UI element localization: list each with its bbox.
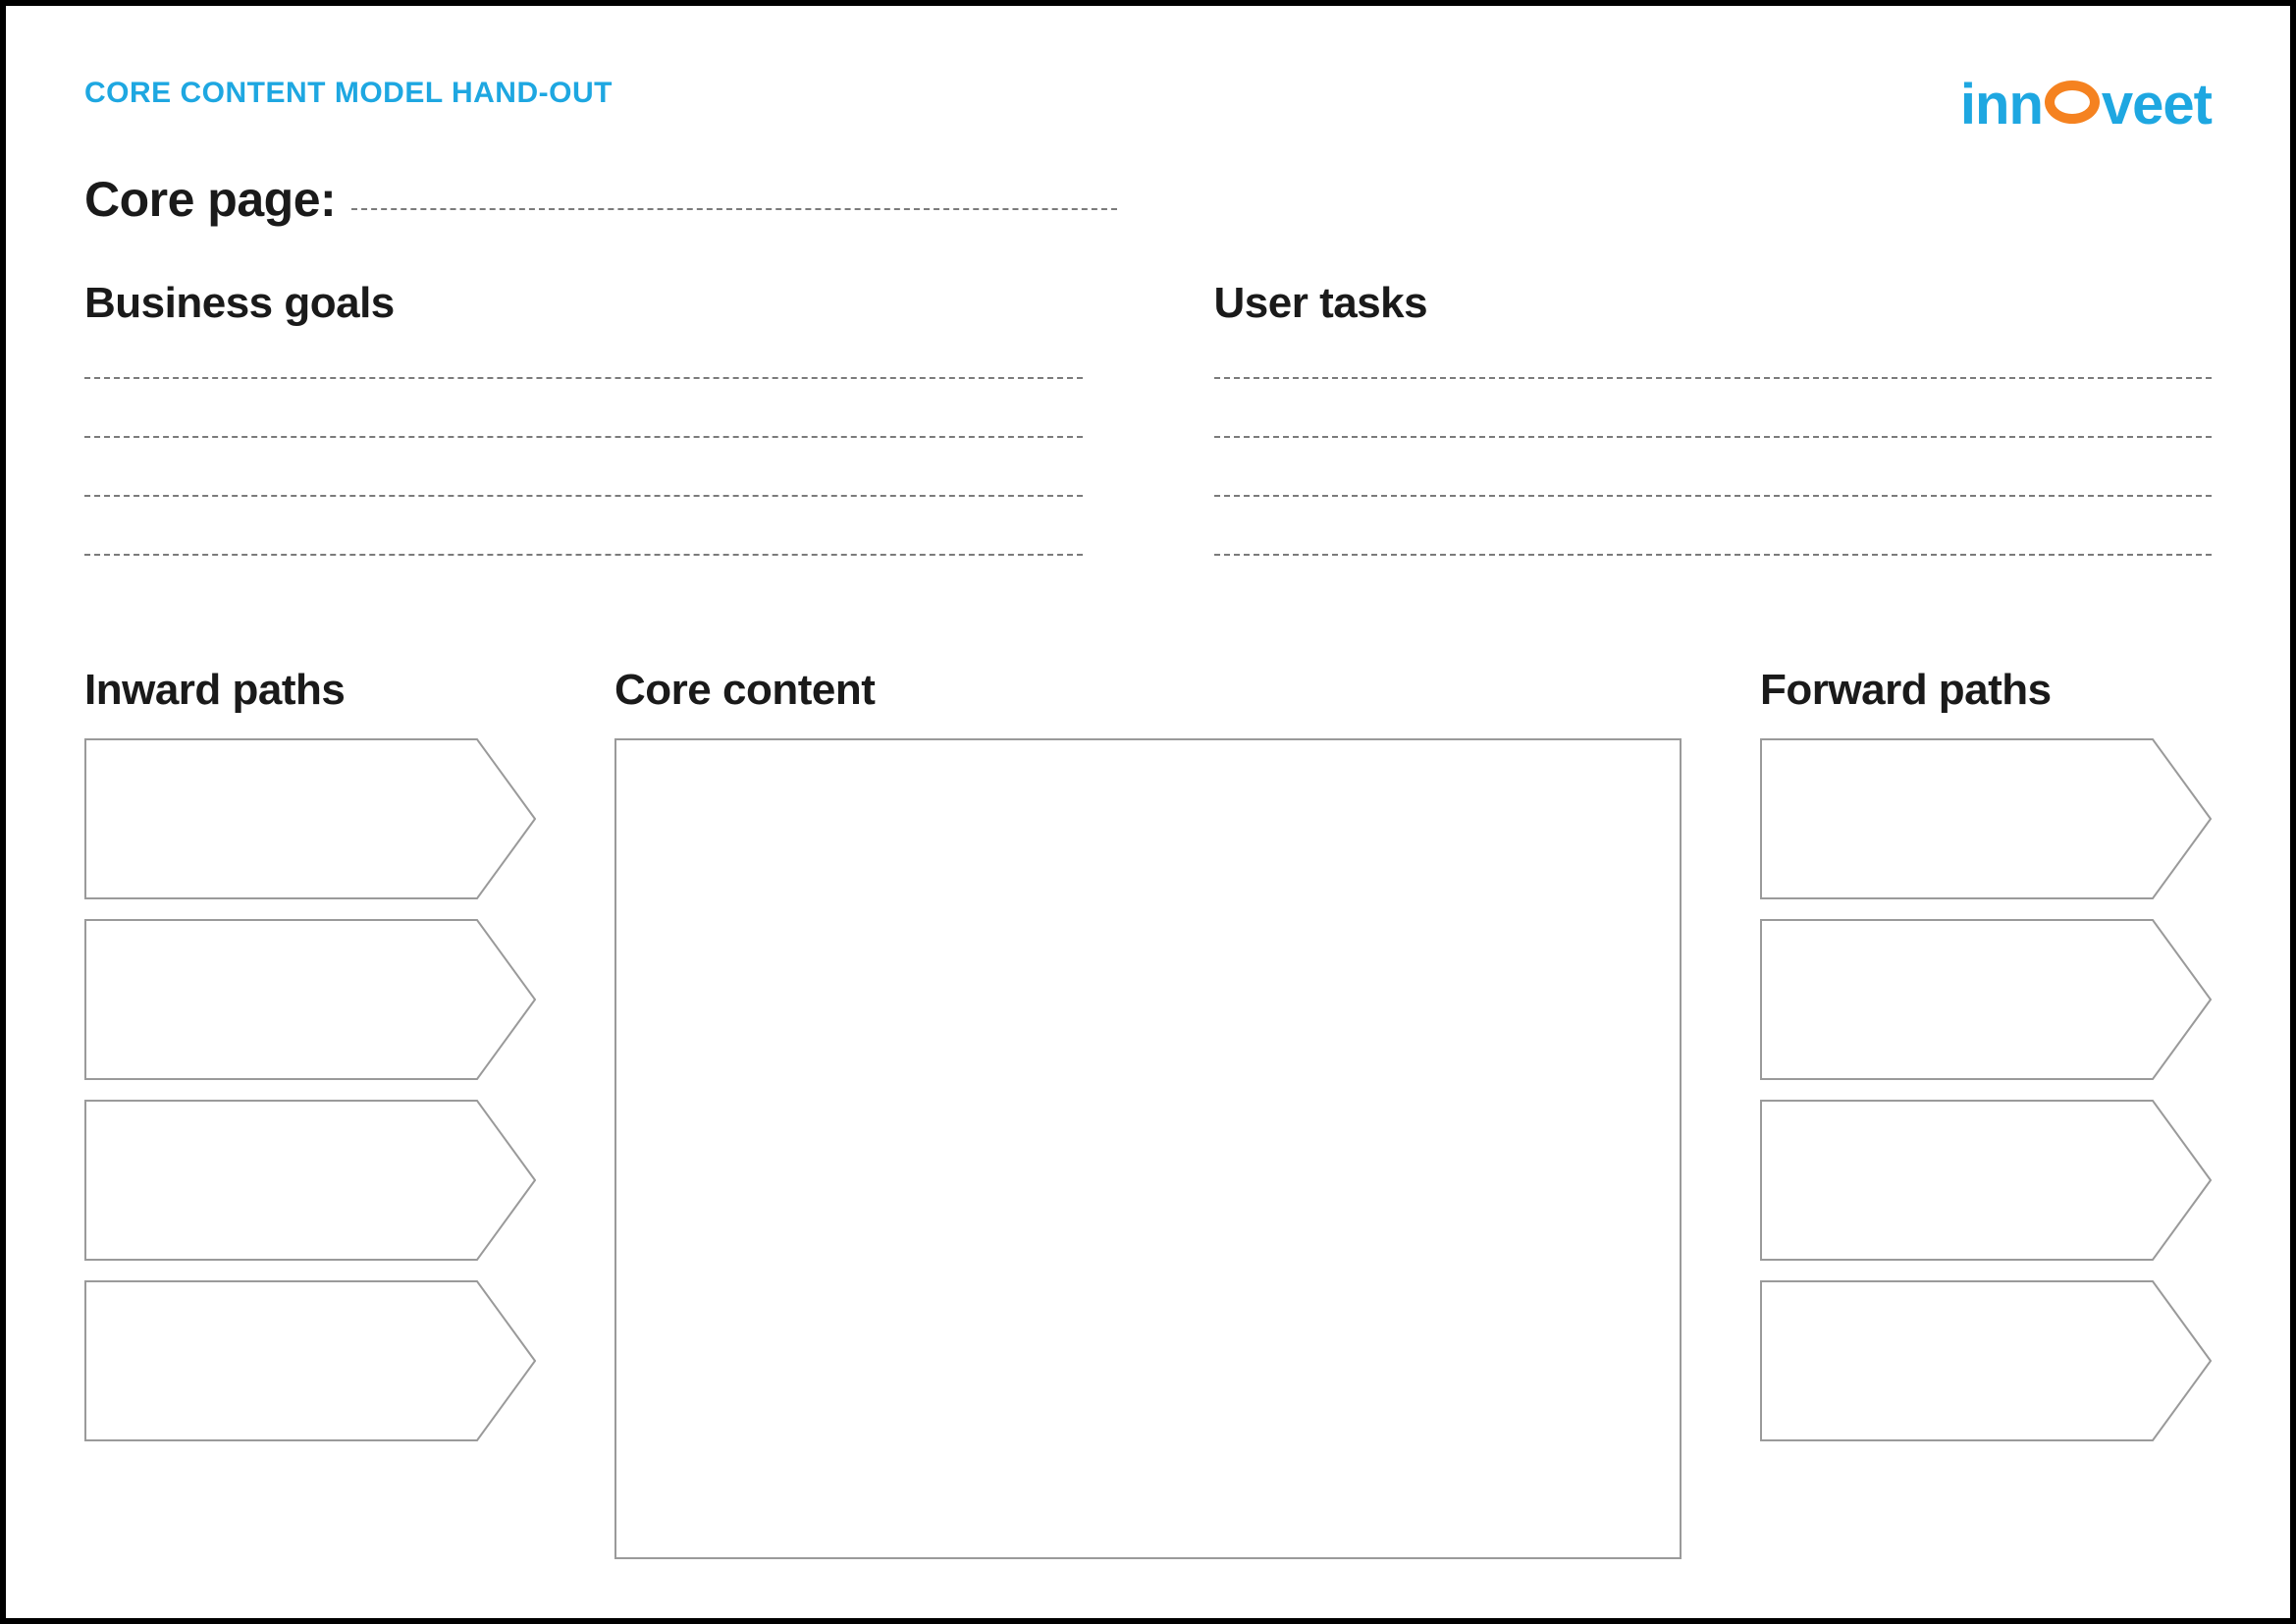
core-content-column: Core content: [614, 666, 1682, 1559]
arrow-box: [84, 738, 536, 899]
document-title: CORE CONTENT MODEL HAND-OUT: [84, 77, 613, 110]
business-goals-heading: Business goals: [84, 279, 1083, 328]
fill-line: [84, 377, 1083, 379]
fill-line: [84, 554, 1083, 556]
inward-arrows: [84, 738, 536, 1441]
arrow-box: [84, 1280, 536, 1441]
user-tasks-heading: User tasks: [1214, 279, 2213, 328]
logo-ring-icon: [2045, 81, 2100, 124]
fill-line: [1214, 495, 2213, 497]
fill-line: [1214, 554, 2213, 556]
goals-tasks-row: Business goals User tasks: [84, 279, 2212, 556]
core-page-fill-line: [351, 208, 1117, 210]
arrow-box: [1760, 738, 2212, 899]
fill-line: [1214, 436, 2213, 438]
lower-section: Inward paths Core content Forward paths: [84, 666, 2212, 1559]
arrow-box: [84, 919, 536, 1080]
core-content-heading: Core content: [614, 666, 1682, 715]
logo-text-left: inn: [1960, 77, 2043, 134]
core-page-row: Core page:: [84, 171, 1117, 228]
logo-text-right: veet: [2102, 77, 2212, 134]
fill-line: [84, 495, 1083, 497]
user-tasks-column: User tasks: [1214, 279, 2213, 556]
arrow-box: [84, 1100, 536, 1261]
forward-arrows: [1760, 738, 2212, 1441]
arrow-box: [1760, 1100, 2212, 1261]
business-goals-column: Business goals: [84, 279, 1083, 556]
inward-paths-heading: Inward paths: [84, 666, 536, 715]
arrow-box: [1760, 919, 2212, 1080]
forward-paths-column: Forward paths: [1760, 666, 2212, 1559]
fill-line: [1214, 377, 2213, 379]
core-content-box: [614, 738, 1682, 1559]
core-page-label: Core page:: [84, 171, 336, 228]
inward-paths-column: Inward paths: [84, 666, 536, 1559]
arrow-box: [1760, 1280, 2212, 1441]
worksheet-page: CORE CONTENT MODEL HAND-OUT inn veet Cor…: [0, 0, 2296, 1624]
brand-logo: inn veet: [1960, 77, 2212, 134]
forward-paths-heading: Forward paths: [1760, 666, 2212, 715]
fill-line: [84, 436, 1083, 438]
